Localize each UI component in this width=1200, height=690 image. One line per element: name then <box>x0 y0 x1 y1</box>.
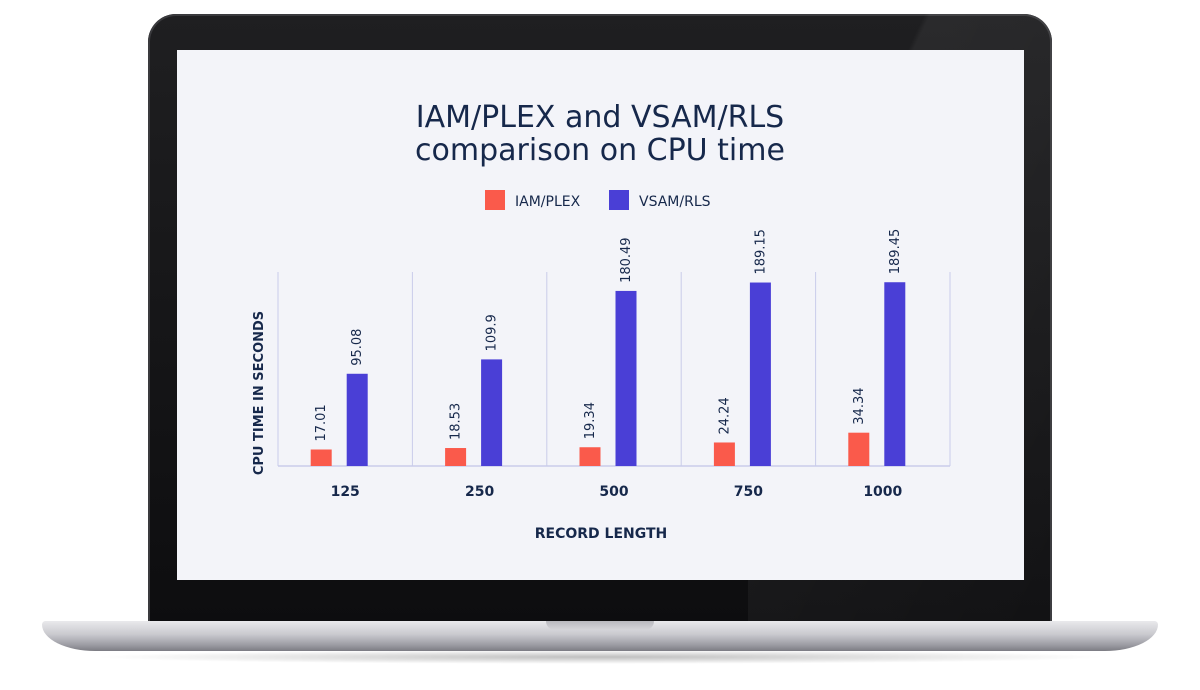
x-tick-label: 1000 <box>863 484 902 500</box>
legend-label-iam-plex: IAM/PLEX <box>515 194 581 210</box>
x-tick-label: 750 <box>734 484 763 500</box>
bar-iam-plex <box>848 432 870 466</box>
chart-title-line-1: IAM/PLEX and VSAM/RLS <box>416 100 784 135</box>
bar-vsam-rls <box>481 359 503 466</box>
chart-title-line-2: comparison on CPU time <box>415 133 785 168</box>
data-label: 24.24 <box>717 397 732 434</box>
data-label: 189.15 <box>753 229 768 275</box>
laptop-screen: IAM/PLEX and VSAM/RLS comparison on CPU … <box>177 50 1024 580</box>
bar-iam-plex <box>579 447 601 466</box>
data-label: 17.01 <box>314 404 329 441</box>
x-axis-label: RECORD LENGTH <box>535 526 668 542</box>
bar-vsam-rls <box>749 282 771 466</box>
x-tick-label: 500 <box>599 484 628 500</box>
data-label: 189.45 <box>888 229 903 275</box>
data-label: 34.34 <box>852 387 867 424</box>
bar-vsam-rls <box>346 373 368 466</box>
x-tick-label: 125 <box>331 484 360 500</box>
laptop-shadow <box>90 650 1110 664</box>
bar-vsam-rls <box>615 290 637 466</box>
legend-swatch-iam-plex <box>485 190 505 210</box>
data-label: 95.08 <box>350 329 365 366</box>
bar-chart: IAM/PLEX and VSAM/RLS comparison on CPU … <box>252 100 951 542</box>
y-axis-label: CPU TIME IN SECONDS <box>252 311 267 475</box>
laptop-base <box>42 621 1158 651</box>
x-tick-label: 250 <box>465 484 494 500</box>
bar-iam-plex <box>445 448 467 466</box>
legend-label-vsam-rls: VSAM/RLS <box>639 194 711 210</box>
bar-vsam-rls <box>884 282 906 466</box>
legend-swatch-vsam-rls <box>609 190 629 210</box>
bar-iam-plex <box>310 449 332 466</box>
plot-area: 125 17.01 95.08 250 18.53 109.9 500 19.34 180.49… <box>277 229 951 500</box>
data-label: 18.53 <box>449 403 464 440</box>
laptop-notch <box>546 621 654 630</box>
data-label: 180.49 <box>619 237 634 282</box>
legend: IAM/PLEX VSAM/RLS <box>485 190 711 210</box>
data-label: 109.9 <box>485 314 500 351</box>
data-label: 19.34 <box>583 402 598 439</box>
bar-iam-plex <box>713 442 735 466</box>
